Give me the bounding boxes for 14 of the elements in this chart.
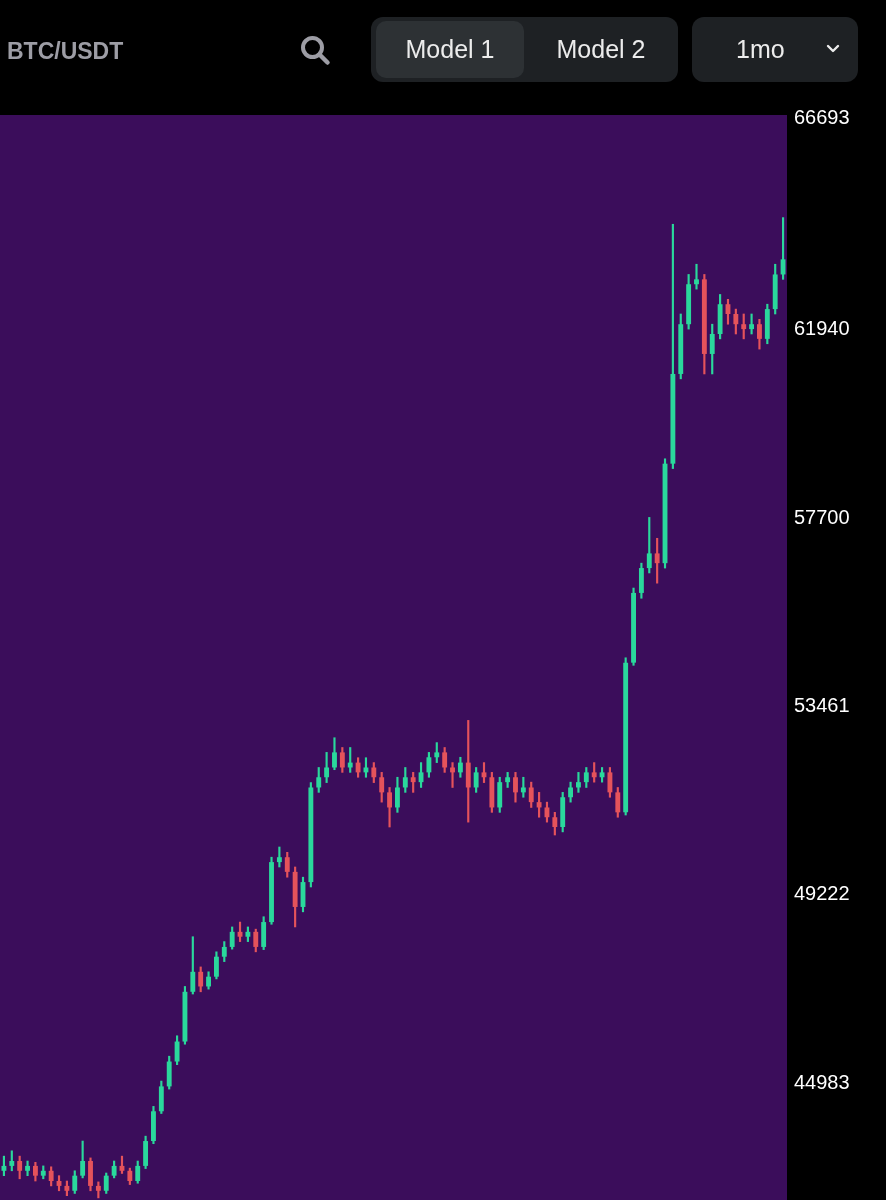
candlestick bbox=[25, 1160, 30, 1177]
y-tick-label: 66693 bbox=[794, 106, 850, 129]
candlestick bbox=[576, 772, 581, 793]
selected-tab: Model 1 bbox=[376, 21, 524, 78]
chart-title: BTC/USDT bbox=[7, 37, 124, 65]
candlestick bbox=[694, 263, 699, 290]
candlestick bbox=[450, 762, 455, 788]
y-tick-label: 49222 bbox=[794, 882, 850, 905]
y-tick-label: 57700 bbox=[794, 505, 850, 528]
y-tick-label: 61940 bbox=[794, 317, 850, 340]
segmented-control: Model 1 Model 2 bbox=[371, 17, 678, 82]
dropdown: 1mo bbox=[692, 17, 858, 82]
y-tick-label: 44983 bbox=[794, 1070, 850, 1093]
y-tick-label: 53461 bbox=[794, 694, 850, 717]
